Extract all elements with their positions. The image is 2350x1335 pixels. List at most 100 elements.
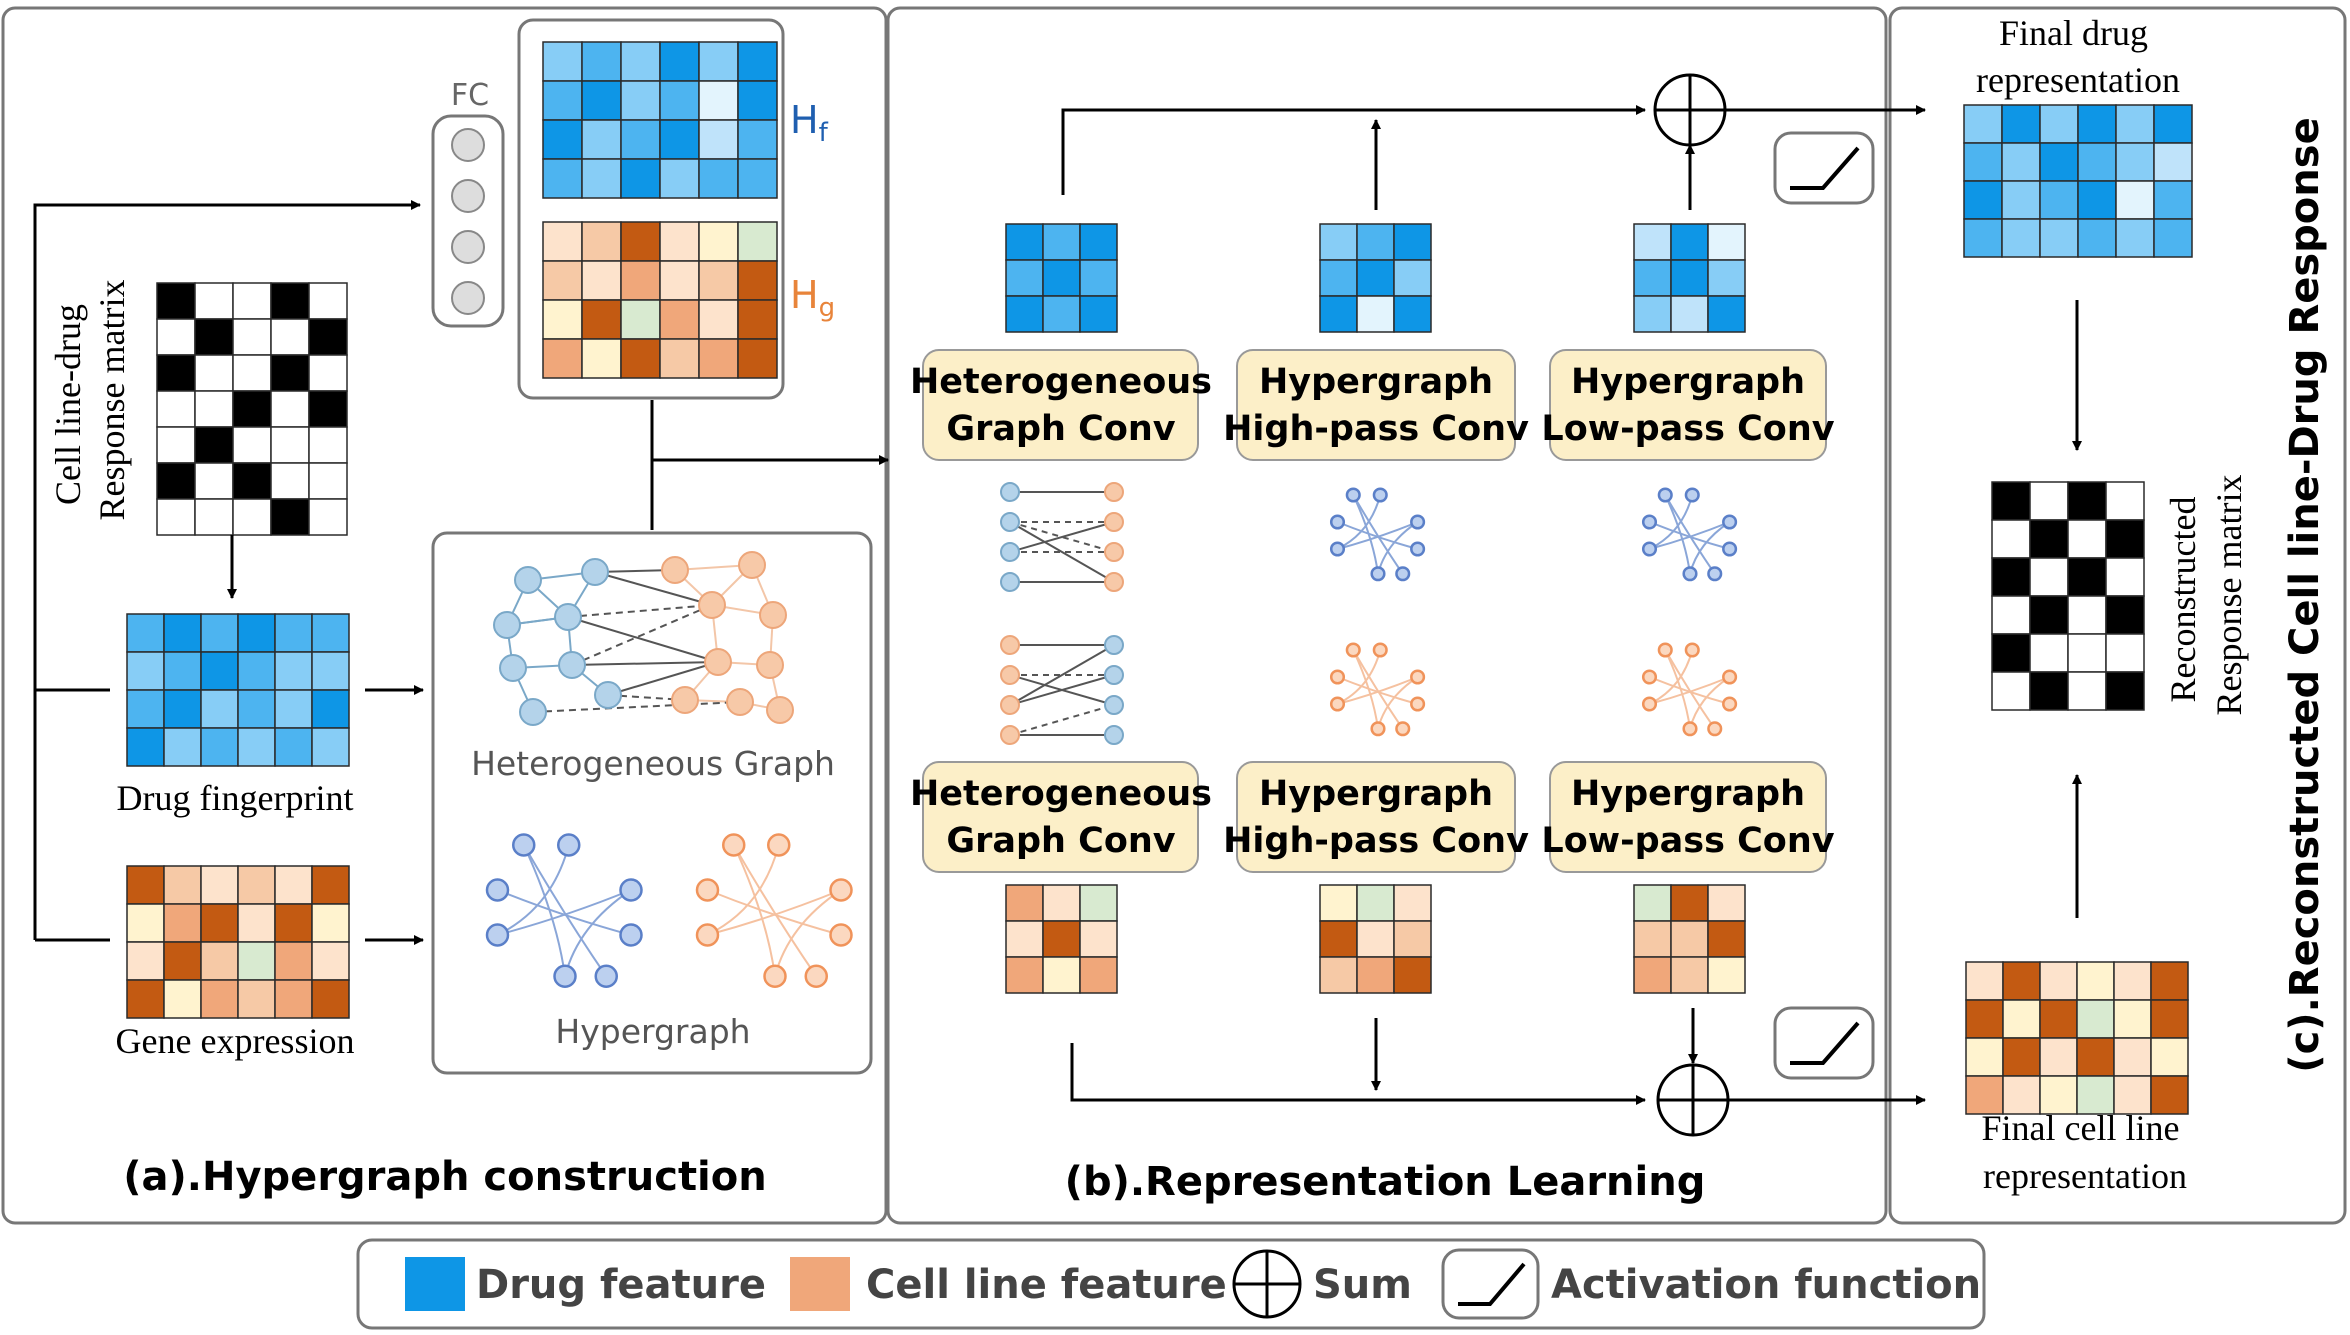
fingerprint-cell bbox=[163, 727, 202, 767]
activation-icon-top bbox=[1773, 131, 1875, 205]
response-cell bbox=[156, 498, 196, 536]
arrow-to-representation bbox=[650, 400, 888, 530]
hyper-drug-node bbox=[619, 923, 643, 947]
hg-cell bbox=[659, 221, 700, 262]
drug-feature-cell bbox=[1393, 295, 1432, 333]
conv-top-heterogeneous: Heterogeneous Graph Conv bbox=[910, 349, 1212, 461]
final-drug-cell bbox=[2077, 180, 2117, 220]
hg-cell bbox=[698, 260, 739, 301]
bip-edge bbox=[1009, 521, 1115, 553]
response-cell bbox=[270, 426, 310, 464]
final-drug-cell bbox=[2153, 142, 2193, 182]
cell-feature-matrices bbox=[1005, 884, 1746, 994]
cell-feature-cell bbox=[1319, 956, 1358, 994]
cell-feature-cell bbox=[1079, 956, 1118, 994]
hyper-drug-edge bbox=[522, 844, 566, 977]
final-drug-cell bbox=[2077, 142, 2117, 182]
drug-feature-cell bbox=[1005, 223, 1044, 261]
final-drug-cell bbox=[2153, 218, 2193, 258]
hyper-cell-node bbox=[695, 923, 720, 947]
hf-label: Hf bbox=[790, 98, 829, 148]
cell-feature-cell bbox=[1393, 956, 1432, 994]
legend-sum-icon bbox=[1232, 1249, 1302, 1319]
hyper-cell-small-node bbox=[1372, 642, 1388, 658]
bip-left-node bbox=[1000, 542, 1020, 562]
hyper-drug-node bbox=[553, 964, 577, 988]
arrow-top-skip bbox=[1061, 105, 1646, 195]
bip-edge bbox=[1009, 674, 1115, 706]
response-cell bbox=[194, 426, 234, 464]
cell-feature-cell bbox=[1393, 920, 1432, 958]
conv-bottom-highpass: Hypergraph High-pass Conv bbox=[1223, 761, 1529, 873]
cell-node bbox=[704, 648, 732, 676]
hf-cell bbox=[737, 158, 778, 199]
response-cell bbox=[308, 354, 348, 392]
expression-cell bbox=[163, 941, 202, 981]
conv-top-highpass: Hypergraph High-pass Conv bbox=[1223, 349, 1529, 461]
hf-cell bbox=[542, 80, 583, 121]
final-cell-cell bbox=[2113, 961, 2152, 1001]
fingerprint-cell bbox=[274, 689, 313, 729]
cell-node bbox=[726, 688, 754, 716]
hg-label: Hg bbox=[790, 273, 835, 323]
drug-feature-cell bbox=[1670, 259, 1709, 297]
expression-cell bbox=[163, 865, 202, 905]
cell-feature-cell bbox=[1005, 956, 1044, 994]
bip-right-node bbox=[1104, 635, 1124, 655]
panel-a-frame bbox=[1, 6, 888, 1225]
fingerprint-cell bbox=[200, 689, 239, 729]
recon-cell bbox=[1991, 633, 2031, 673]
final-cell-cell bbox=[1965, 1037, 2004, 1077]
drug-fingerprint-matrix bbox=[126, 613, 350, 767]
hg-cell bbox=[698, 338, 739, 379]
legend-activation-icon bbox=[1441, 1248, 1540, 1320]
response-cell bbox=[232, 282, 272, 320]
hf-cell bbox=[542, 41, 583, 82]
final-cell-cell bbox=[2076, 1075, 2115, 1115]
hg-cell bbox=[698, 299, 739, 340]
sum-icon-bottom bbox=[1656, 1063, 1730, 1137]
fingerprint-cell bbox=[126, 689, 165, 729]
final-cell-cell bbox=[2039, 1075, 2078, 1115]
response-cell bbox=[270, 282, 310, 320]
final-drug-cell bbox=[1963, 180, 2003, 220]
fingerprint-cell bbox=[237, 727, 276, 767]
bip-edge-dashed bbox=[1009, 521, 1115, 553]
cell-feature-cell bbox=[1356, 920, 1395, 958]
fingerprint-cell bbox=[311, 689, 350, 729]
final-cell-label: Final cell line representation bbox=[1982, 1108, 2189, 1196]
conv-top-lowpass: Hypergraph Low-pass Conv bbox=[1541, 349, 1835, 461]
hyper-cell-small-node bbox=[1684, 642, 1700, 658]
cell-node bbox=[759, 601, 787, 629]
hyper-cell-small-node bbox=[1410, 669, 1426, 685]
cell-feature-cell bbox=[1042, 956, 1081, 994]
hyper-drug-small-node bbox=[1684, 487, 1700, 503]
bip-left-node bbox=[1000, 512, 1020, 532]
hg-cell bbox=[542, 299, 583, 340]
hf-cell bbox=[620, 158, 661, 199]
drug-feature-cell bbox=[1005, 295, 1044, 333]
cell-node bbox=[738, 551, 766, 579]
drug-feature-cell bbox=[1042, 295, 1081, 333]
recon-cell bbox=[2029, 633, 2069, 673]
response-cell bbox=[270, 390, 310, 428]
cell-feature-cell bbox=[1005, 884, 1044, 922]
panel-b: Heterogeneous Graph Conv Hypergraph High-p… bbox=[910, 73, 1926, 1205]
hyper-drug-small-node bbox=[1722, 541, 1738, 557]
final-drug-cell bbox=[2039, 142, 2079, 182]
hyper-cell-small-node bbox=[1707, 721, 1723, 737]
drug-feature-cell bbox=[1319, 259, 1358, 297]
expression-cell bbox=[200, 865, 239, 905]
drug-feature-cell bbox=[1633, 259, 1672, 297]
expression-cell bbox=[311, 941, 350, 981]
hyper-cell-small-node bbox=[1722, 696, 1738, 712]
expression-cell bbox=[237, 865, 276, 905]
response-cell bbox=[308, 462, 348, 500]
fingerprint-cell bbox=[274, 727, 313, 767]
final-cell-cell bbox=[2076, 961, 2115, 1001]
final-drug-cell bbox=[2001, 104, 2041, 144]
expression-cell bbox=[200, 979, 239, 1019]
hyper-cell-small-node bbox=[1345, 642, 1361, 658]
